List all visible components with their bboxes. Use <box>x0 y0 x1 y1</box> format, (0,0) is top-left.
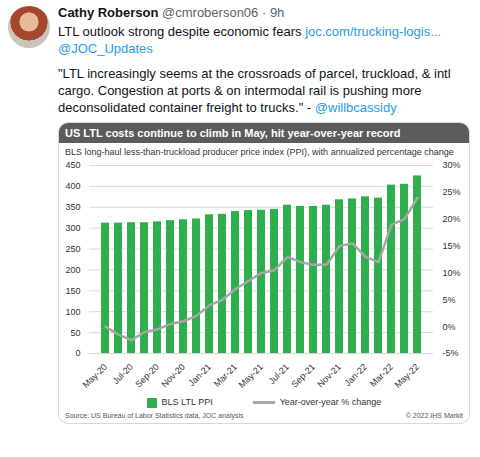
svg-text:100: 100 <box>65 307 80 317</box>
svg-text:450: 450 <box>65 160 80 170</box>
html-text:BLS long-haul less-than-truckl: BLS long-haul less-than-truckload produc… <box>65 147 454 157</box>
svg-text:5%: 5% <box>443 295 456 305</box>
svg-text:400: 400 <box>65 181 80 191</box>
html-text:BLS LTL PPI: BLS LTL PPI <box>161 397 213 407</box>
svg-text:10%: 10% <box>443 268 461 278</box>
svg-text:Sep-20: Sep-20 <box>133 362 161 390</box>
svg-text:200: 200 <box>65 265 80 275</box>
svg-text:Jan-22: Jan-22 <box>342 362 369 389</box>
svg-text:Nov-21: Nov-21 <box>315 362 343 390</box>
svg-text:Mar-22: Mar-22 <box>368 362 395 389</box>
svg-text:0: 0 <box>75 348 80 358</box>
svg-text:May-21: May-21 <box>237 362 265 390</box>
svg-text:50: 50 <box>70 327 80 337</box>
html-text:Source: US Bureau of Labor Sta: Source: US Bureau of Labor Statistics da… <box>65 411 244 419</box>
html-text:LTL outlook strong despite eco: LTL outlook strong despite economic fear… <box>58 24 441 39</box>
svg-text:Mar-21: Mar-21 <box>212 362 239 389</box>
html-text:"LTL increasingly seems at the: "LTL increasingly seems at the crossroad… <box>58 66 451 115</box>
svg-text:Sep-21: Sep-21 <box>289 362 317 390</box>
svg-text:Jul-21: Jul-21 <box>267 362 291 386</box>
html-text:Year-over-year % change: Year-over-year % change <box>279 397 382 408</box>
html-text:@JOC_Updates: @JOC_Updates <box>58 41 153 56</box>
svg-text:May-22: May-22 <box>393 362 421 390</box>
html-text:Cathy Roberson @cmroberson06 ·: Cathy Roberson @cmroberson06 · 9h <box>58 5 285 20</box>
svg-text:Nov-20: Nov-20 <box>159 362 187 390</box>
svg-text:150: 150 <box>65 286 80 296</box>
svg-text:30%: 30% <box>443 160 461 170</box>
html-text:US LTL costs continue to climb: US LTL costs continue to climb in May, h… <box>65 127 401 139</box>
svg-text:Jul-20: Jul-20 <box>111 362 135 386</box>
svg-text:300: 300 <box>65 223 80 233</box>
svg-text:0%: 0% <box>443 322 456 332</box>
svg-text:20%: 20% <box>443 214 461 224</box>
svg-text:May-20: May-20 <box>81 362 109 390</box>
svg-text:15%: 15% <box>443 241 461 251</box>
html-text:© 2022 IHS Markit: © 2022 IHS Markit <box>405 411 463 419</box>
svg-text:Jan-21: Jan-21 <box>186 362 213 389</box>
svg-text:25%: 25% <box>443 187 461 197</box>
svg-text:350: 350 <box>65 202 80 212</box>
svg-text:250: 250 <box>65 244 80 254</box>
svg-text:-5%: -5% <box>443 348 459 358</box>
